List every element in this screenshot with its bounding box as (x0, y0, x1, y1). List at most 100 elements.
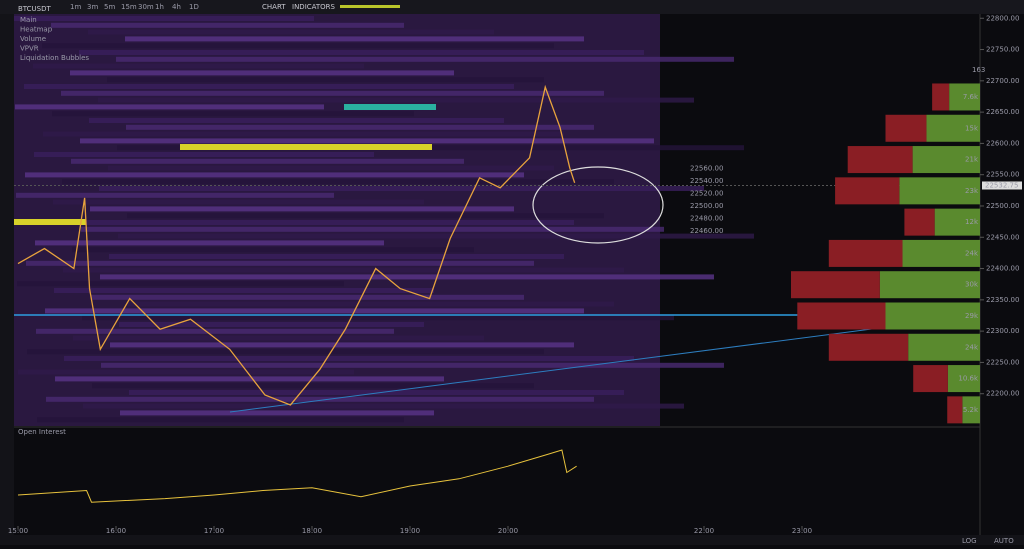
heatmap-band (127, 213, 604, 219)
order-book-price: 22560.00 (690, 164, 723, 172)
heatmap-band (27, 349, 544, 355)
heatmap-band (61, 90, 604, 96)
price-tick-label: 22700.00 (986, 77, 1019, 85)
profile-sell (913, 365, 948, 393)
current-price-tag (982, 181, 1022, 190)
order-book-price: 22540.00 (690, 177, 723, 185)
price-tick-label: 22450.00 (986, 233, 1019, 241)
heatmap-band (116, 56, 734, 62)
timeframe-button[interactable]: 5m (104, 3, 115, 11)
slider[interactable] (340, 5, 400, 8)
profile-label: 12k (965, 218, 979, 226)
legend-item: Liquidation Bubbles (20, 54, 89, 62)
chart-button[interactable]: CHART (262, 3, 286, 11)
profile-total: 163 (972, 66, 985, 74)
profile-sell (947, 396, 963, 424)
legend-item: Heatmap (20, 26, 53, 34)
oi-label: Open Interest (18, 428, 66, 436)
heatmap-band (52, 111, 414, 117)
heatmap-band (43, 131, 564, 137)
profile-label: 24k (965, 343, 979, 351)
heatmap-band (37, 417, 404, 423)
time-tick-label: 18:00 (302, 527, 322, 535)
open-interest-line (17, 449, 577, 503)
profile-sell (885, 114, 927, 142)
heatmap-band (55, 376, 444, 382)
top-bar (0, 0, 1024, 14)
heatmap-band (99, 186, 704, 191)
timeframe-button[interactable]: 4h (172, 3, 181, 11)
heatmap-band (126, 124, 594, 130)
price-tick-label: 22300.00 (986, 327, 1019, 335)
time-tick-label: 23:00 (792, 527, 812, 535)
heatmap-band (54, 288, 434, 293)
heatmap-band (64, 356, 634, 361)
heatmap-band (82, 315, 674, 321)
heatmap-band (51, 22, 404, 28)
legend-item: Main (20, 16, 37, 24)
trend-line (229, 314, 981, 413)
price-tick-label: 22500.00 (986, 202, 1019, 210)
timeframe-button[interactable]: 15m (121, 3, 137, 11)
heatmap-band (45, 308, 584, 314)
log-button[interactable]: LOG (962, 537, 977, 545)
heatmap-band (42, 43, 554, 49)
heatmap-band (125, 36, 584, 42)
heatmap-band (72, 247, 474, 253)
heatmap-band (119, 322, 424, 327)
heatmap-band (53, 199, 424, 205)
symbol: BTCUSDT (18, 5, 52, 13)
profile-label: 10.6k (958, 375, 979, 383)
profile-buy (949, 83, 980, 111)
auto-button[interactable]: AUTO (994, 537, 1014, 545)
heatmap-band (62, 179, 614, 185)
heatmap-band (100, 274, 714, 280)
heatmap-band (91, 294, 524, 300)
heatmap-band (89, 118, 504, 123)
heatmap-wall (344, 104, 436, 110)
profile-buy (926, 114, 980, 142)
heatmap-band (73, 335, 484, 341)
heatmap-band (88, 29, 494, 35)
timeframe-button[interactable]: 30m (138, 3, 154, 11)
profile-label: 21k (965, 156, 979, 164)
heatmap-band (71, 158, 464, 164)
price-tick-label: 22400.00 (986, 265, 1019, 273)
heatmap-band (46, 396, 594, 402)
heatmap-band (92, 383, 534, 389)
heatmap-band (120, 410, 434, 416)
profile-label: 5.2k (963, 406, 979, 414)
heatmap-band (26, 260, 534, 266)
timeframe-button[interactable]: 1D (189, 3, 199, 11)
profile-label: 30k (965, 281, 979, 289)
timeframe-button[interactable]: 1h (155, 3, 164, 11)
profile-label: 29k (965, 312, 979, 320)
timeframe-button[interactable]: 1m (70, 3, 81, 11)
heatmap-band (129, 390, 624, 395)
time-tick-label: 17:00 (204, 527, 224, 535)
heatmap-band (25, 172, 524, 178)
price-tick-label: 22600.00 (986, 139, 1019, 147)
profile-buy (912, 146, 980, 174)
heatmap-band (98, 97, 694, 103)
heatmap-band (18, 369, 354, 375)
profile-sell (791, 271, 880, 299)
indicators-button[interactable]: INDICATORS (292, 3, 336, 11)
profile-sell (797, 302, 886, 330)
legend-item: Volume (20, 35, 46, 43)
legend-item: VPVR (20, 45, 39, 53)
price-tick-label: 22750.00 (986, 46, 1019, 54)
timeframe-button[interactable]: 3m (87, 3, 98, 11)
profile-sell (904, 208, 935, 236)
current-price-label: 22532.75 (985, 181, 1018, 189)
heatmap-wall (180, 144, 432, 150)
order-book-price: 22520.00 (690, 189, 723, 197)
profile-sell (932, 83, 950, 111)
price-tick-label: 22800.00 (986, 14, 1019, 22)
profile-buy (908, 333, 980, 361)
profile-sell (835, 177, 900, 205)
heatmap-band (34, 152, 374, 157)
heatmap-band (70, 70, 454, 76)
profile-label: 24k (965, 249, 979, 257)
profile-buy (879, 271, 980, 299)
